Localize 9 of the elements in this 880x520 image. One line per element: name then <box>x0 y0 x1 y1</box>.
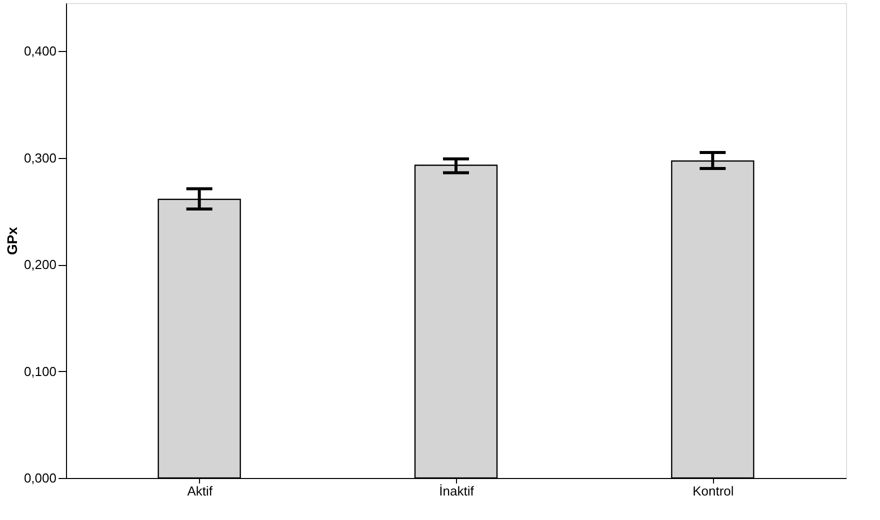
y-tick-label: 0,000 <box>24 470 56 486</box>
y-tick-label: 0,100 <box>24 364 56 379</box>
x-tick-label: Kontrol <box>692 484 734 498</box>
y-tick-label: 0,200 <box>24 257 56 272</box>
x-tick-label: İnaktif <box>439 484 474 498</box>
x-tick-label: Aktif <box>187 484 213 498</box>
y-tick-label: 0,300 <box>24 150 56 166</box>
y-tick-label: 0,400 <box>24 44 56 59</box>
y-axis-title: GPx <box>4 226 20 256</box>
